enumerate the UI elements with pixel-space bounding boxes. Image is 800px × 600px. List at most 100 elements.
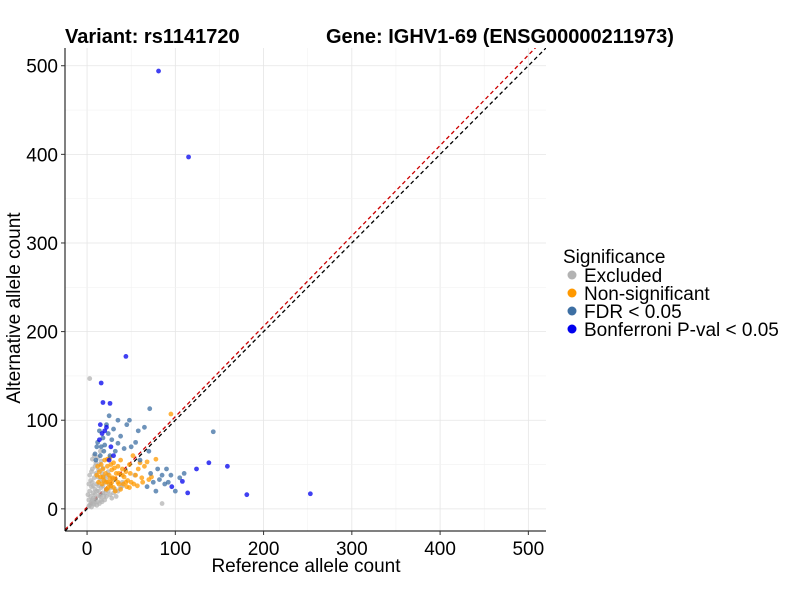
data-point — [133, 472, 139, 478]
x-tick-label: 0 — [82, 539, 93, 560]
y-axis-label: Alternative allele count — [4, 212, 25, 404]
data-point — [169, 484, 175, 490]
data-point — [89, 469, 94, 475]
data-point — [92, 499, 98, 505]
data-point — [123, 354, 129, 359]
data-point — [108, 462, 114, 467]
data-point — [107, 400, 113, 406]
data-point — [140, 479, 146, 485]
data-point — [97, 422, 103, 428]
data-point — [107, 476, 113, 482]
legend-label: FDR < 0.05 — [584, 302, 682, 323]
data-point — [128, 444, 134, 450]
data-point — [148, 470, 154, 476]
data-point — [96, 479, 101, 485]
data-point — [139, 475, 145, 481]
grid-lines — [65, 48, 546, 531]
data-point — [105, 485, 111, 490]
data-point — [107, 492, 113, 498]
data-point — [123, 469, 129, 475]
data-point — [165, 479, 171, 485]
data-point — [164, 466, 169, 472]
legend-label: Excluded — [584, 266, 662, 287]
data-point — [92, 451, 98, 457]
legend-entry: Excluded — [567, 266, 662, 287]
data-point — [194, 466, 199, 472]
data-point — [156, 68, 161, 74]
data-point — [106, 457, 112, 463]
legend-label: Bonferroni P-val < 0.05 — [584, 320, 779, 341]
x-tick-label: 100 — [159, 539, 191, 560]
data-point — [142, 463, 147, 469]
data-point — [109, 437, 115, 443]
x-tick-label: 500 — [512, 539, 544, 560]
y-tick-label: 100 — [26, 411, 58, 432]
data-point — [104, 424, 109, 430]
data-point — [99, 431, 105, 436]
data-point — [135, 466, 141, 472]
data-point — [86, 481, 92, 487]
data-point — [97, 448, 103, 454]
data-point — [100, 466, 106, 472]
data-point — [244, 492, 250, 498]
legend-marker — [567, 270, 577, 280]
legend-label: Non-significant — [584, 284, 710, 305]
data-point — [95, 463, 101, 469]
data-point — [157, 477, 162, 482]
data-point — [103, 470, 108, 476]
data-point — [108, 444, 114, 450]
data-point — [172, 488, 178, 494]
data-point — [135, 428, 141, 434]
data-point — [85, 492, 91, 498]
data-point — [113, 494, 119, 499]
chart-title-variant: Variant: rs1141720 — [65, 26, 240, 48]
data-point — [181, 470, 187, 476]
data-point — [210, 429, 216, 435]
data-point — [118, 486, 124, 492]
data-point — [99, 499, 105, 505]
data-point — [115, 417, 121, 423]
data-point — [159, 472, 165, 478]
data-point — [100, 400, 106, 405]
legend-marker — [567, 324, 577, 334]
data-point — [127, 470, 133, 476]
data-point — [137, 457, 143, 463]
data-point — [98, 444, 104, 450]
reference-line-fit — [65, 48, 537, 531]
data-point — [88, 478, 93, 483]
data-point — [179, 478, 185, 484]
data-point — [150, 479, 156, 485]
data-point — [89, 504, 94, 510]
data-point — [94, 488, 100, 494]
data-point — [87, 376, 93, 381]
data-point — [115, 440, 121, 446]
y-tick-label: 0 — [47, 500, 58, 521]
x-tick-label: 400 — [424, 539, 456, 560]
legend-entry: Non-significant — [567, 284, 710, 305]
reference-line-identity — [65, 48, 546, 531]
data-point — [121, 446, 127, 451]
tick-labels: 0 100 200 300 400 500 0 100 200 300 400 500 — [26, 57, 544, 560]
data-point — [105, 431, 111, 436]
data-point — [90, 483, 96, 489]
data-point — [168, 411, 174, 417]
data-point — [97, 494, 103, 499]
data-point — [112, 465, 117, 471]
legend-marker — [567, 288, 577, 298]
data-point — [107, 453, 113, 459]
data-point — [168, 472, 174, 478]
data-point — [146, 448, 152, 454]
legend-entry: FDR < 0.05 — [567, 302, 682, 323]
data-point — [186, 154, 191, 160]
x-tick-label: 200 — [248, 539, 280, 560]
data-point — [106, 413, 112, 419]
data-point — [93, 457, 99, 463]
data-point — [153, 456, 159, 462]
legend-entry: Bonferroni P-val < 0.05 — [567, 320, 779, 341]
data-point — [100, 474, 106, 480]
data-point — [97, 453, 103, 459]
data-point — [119, 466, 125, 472]
data-point — [307, 491, 313, 497]
data-point — [111, 453, 116, 459]
data-point — [142, 424, 147, 430]
